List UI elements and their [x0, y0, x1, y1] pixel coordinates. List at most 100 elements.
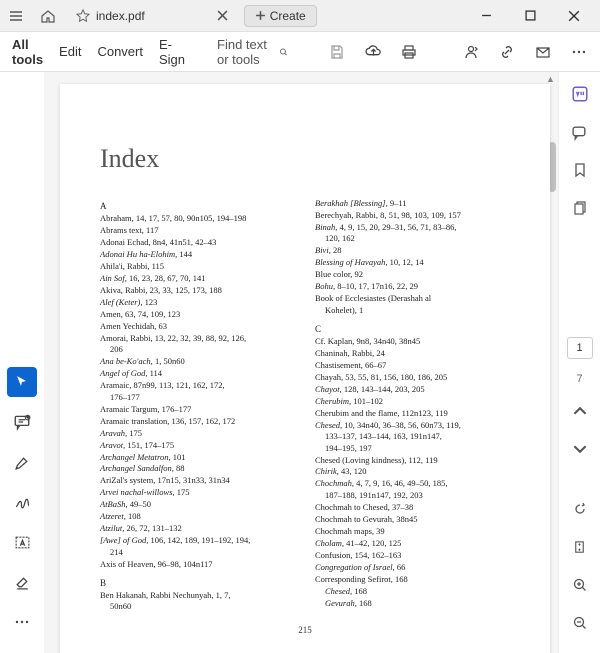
pages-panel-icon[interactable] [568, 196, 592, 220]
email-icon[interactable] [534, 43, 552, 61]
save-icon[interactable] [328, 43, 346, 61]
index-section-letter: C [315, 323, 510, 335]
index-entry: Chirik, 43, 120 [315, 466, 510, 477]
index-entry: Cherubim, 101–102 [315, 396, 510, 407]
link-icon[interactable] [498, 43, 516, 61]
zoom-in-button[interactable] [568, 573, 592, 597]
index-column-1: AAbraham, 14, 17, 57, 80, 90n105, 194–19… [100, 198, 295, 613]
index-entry: Amen, 63, 74, 109, 123 [100, 309, 295, 320]
tab-filename: index.pdf [96, 9, 145, 23]
page-fit-button[interactable] [568, 535, 592, 559]
index-entry: Atzeret, 108 [100, 511, 295, 522]
index-entry: Amen Yechidah, 63 [100, 321, 295, 332]
minimize-button[interactable] [472, 4, 500, 28]
index-entry: AtBaSh, 49–50 [100, 499, 295, 510]
home-icon[interactable] [36, 4, 60, 28]
index-entry: Atzilut, 26, 72, 131–132 [100, 523, 295, 534]
all-tools-menu[interactable]: All tools [12, 37, 43, 67]
more-tools[interactable] [7, 607, 37, 637]
document-tab[interactable]: index.pdf [68, 5, 236, 27]
star-icon [76, 9, 90, 23]
sign-tool[interactable] [7, 487, 37, 517]
index-entry: Abrams text, 117 [100, 225, 295, 236]
index-entry: Cf. Kaplan, 9n8, 34n40, 38n45 [315, 336, 510, 347]
index-entry: Congregation of Israel, 66 [315, 562, 510, 573]
index-entry: [Awe] of God, 106, 142, 189, 191–192, 19… [100, 535, 295, 558]
index-entry: Berakhah [Blessing], 9–11 [315, 198, 510, 209]
index-entry: Aramaic, 87n99, 113, 121, 162, 172,176–1… [100, 380, 295, 403]
page-up-button[interactable] [568, 399, 592, 423]
index-entry: Chastisement, 66–67 [315, 360, 510, 371]
maximize-button[interactable] [516, 4, 544, 28]
index-entry: Amorai, Rabbi, 13, 22, 32, 39, 88, 92, 1… [100, 333, 295, 356]
rotate-button[interactable] [568, 497, 592, 521]
index-entry: Chayah, 53, 55, 81, 156, 180, 186, 205 [315, 372, 510, 383]
page-down-button[interactable] [568, 437, 592, 461]
search-icon [279, 44, 288, 60]
index-entry: Gevurah, 168 [315, 598, 510, 609]
index-entry: Berechyah, Rabbi, 8, 51, 98, 103, 109, 1… [315, 210, 510, 221]
index-entry: Chesed, 10, 34n40, 36–38, 56, 60n73, 119… [315, 420, 510, 454]
edit-menu[interactable]: Edit [59, 44, 81, 59]
index-entry: Arvei nachal-willows, 175 [100, 487, 295, 498]
index-entry: Alef (Keter), 123 [100, 297, 295, 308]
index-entry: Chochmah maps, 39 [315, 526, 510, 537]
text-tool[interactable] [7, 527, 37, 557]
create-label: Create [270, 9, 306, 23]
index-entry: Bohu, 8–10, 17, 17n16, 22, 29 [315, 281, 510, 292]
ai-panel-icon[interactable] [568, 82, 592, 106]
right-toolbar: 1 7 [558, 72, 600, 653]
index-entry: Chaninah, Rabbi, 24 [315, 348, 510, 359]
index-entry: Ain Sof, 16, 23, 28, 67, 70, 141 [100, 273, 295, 284]
page-title: Index [100, 144, 510, 174]
left-toolbar [0, 72, 44, 653]
page-number: 215 [100, 625, 510, 635]
index-section-letter: A [100, 200, 295, 212]
pdf-page: Index AAbraham, 14, 17, 57, 80, 90n105, … [60, 84, 550, 653]
esign-menu[interactable]: E-Sign [159, 37, 185, 67]
document-viewport[interactable]: ▲ Index AAbraham, 14, 17, 57, 80, 90n105… [44, 72, 558, 653]
index-entry: Chochmah, 4, 7, 9, 16, 46, 49–50, 185,18… [315, 478, 510, 501]
find-label: Find text or tools [217, 37, 271, 67]
share-icon[interactable] [462, 43, 480, 61]
highlight-tool[interactable] [7, 447, 37, 477]
close-tab-icon[interactable] [217, 10, 228, 21]
index-entry: Bivi, 28 [315, 245, 510, 256]
index-entry: Chochmah to Chesed, 37–38 [315, 502, 510, 513]
total-pages: 7 [576, 373, 582, 385]
index-entry: Binah, 4, 9, 15, 20, 29–31, 56, 71, 83–8… [315, 222, 510, 245]
zoom-out-button[interactable] [568, 611, 592, 635]
index-entry: Ben Hakanah, Rabbi Nechunyah, 1, 7,50n60 [100, 590, 295, 613]
create-button[interactable]: Create [244, 5, 317, 27]
comment-tool[interactable] [7, 407, 37, 437]
cloud-icon[interactable] [364, 43, 382, 61]
titlebar: index.pdf Create [0, 0, 600, 32]
select-tool[interactable] [7, 367, 37, 397]
index-entry: Cherubim and the flame, 112n123, 119 [315, 408, 510, 419]
index-entry: Aramaic translation, 136, 157, 162, 172 [100, 416, 295, 427]
more-icon[interactable] [570, 43, 588, 61]
index-entry: Chesed (Loving kindness), 112, 119 [315, 455, 510, 466]
find-input[interactable]: Find text or tools [217, 37, 288, 67]
erase-tool[interactable] [7, 567, 37, 597]
index-entry: Ahila'i, Rabbi, 115 [100, 261, 295, 272]
index-entry: Ana be-Ko'ach, 1, 50n60 [100, 356, 295, 367]
index-column-2: Berakhah [Blessing], 9–11Berechyah, Rabb… [315, 198, 510, 613]
index-entry: Aramaic Targum, 176–177 [100, 404, 295, 415]
index-entry: Aravah, 175 [100, 428, 295, 439]
bookmarks-panel-icon[interactable] [568, 158, 592, 182]
index-entry: Archangel Sandalfon, 88 [100, 463, 295, 474]
current-page-input[interactable]: 1 [567, 337, 593, 359]
menu-icon[interactable] [4, 4, 28, 28]
index-entry: Angel of God, 114 [100, 368, 295, 379]
index-entry: Archangel Metatron, 101 [100, 452, 295, 463]
index-entry: Akiva, Rabbi, 23, 33, 125, 173, 188 [100, 285, 295, 296]
convert-menu[interactable]: Convert [97, 44, 143, 59]
index-entry: Axis of Heaven, 96–98, 104n117 [100, 559, 295, 570]
print-icon[interactable] [400, 43, 418, 61]
index-entry: AriZal's system, 17n15, 31n33, 31n34 [100, 475, 295, 486]
index-entry: Adonai Hu ha-Elohim, 144 [100, 249, 295, 260]
comments-panel-icon[interactable] [568, 120, 592, 144]
index-entry: Chochmah to Gevurah, 38n45 [315, 514, 510, 525]
close-window-button[interactable] [560, 4, 588, 28]
